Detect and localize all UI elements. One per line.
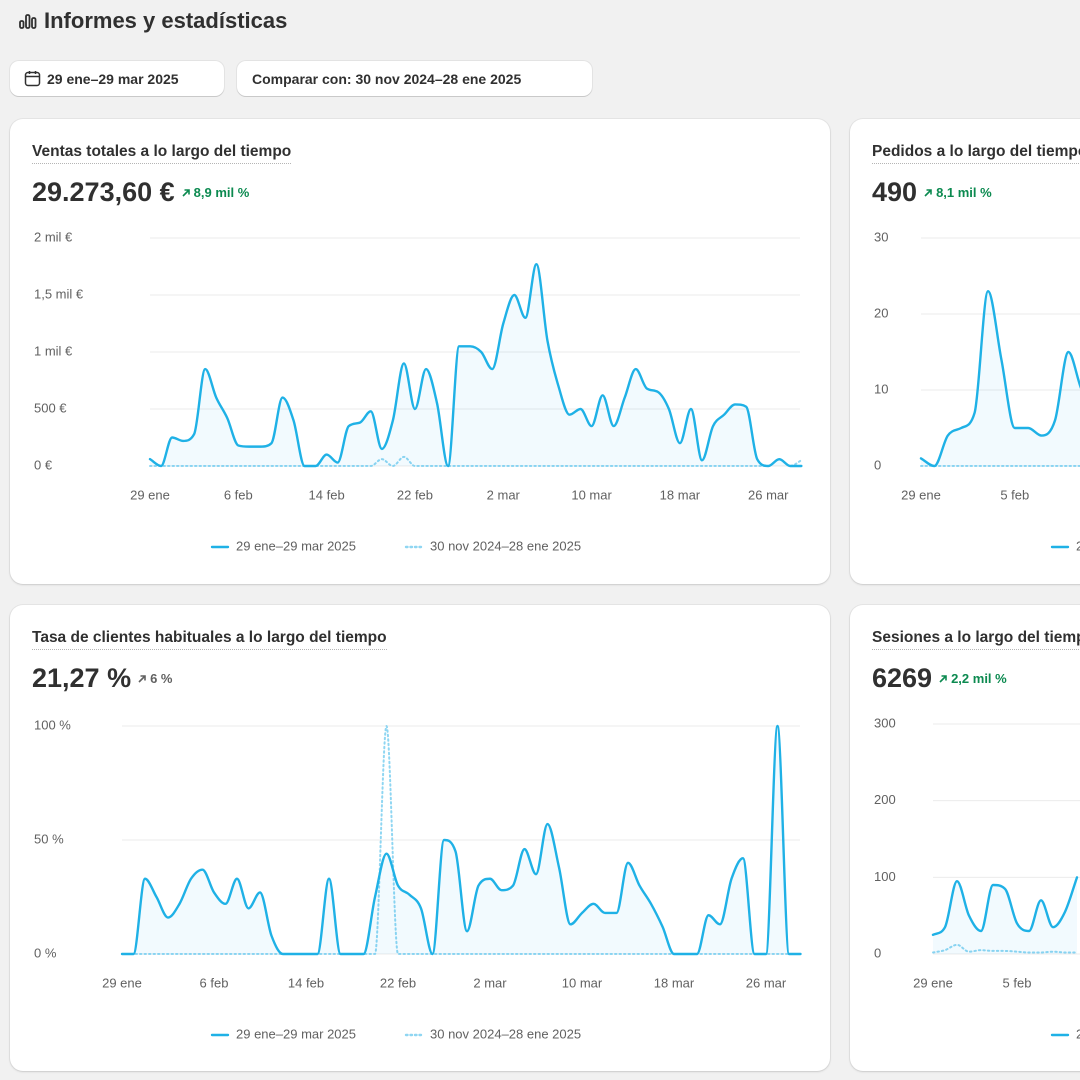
calendar-icon (24, 71, 41, 87)
date-range-button[interactable]: 29 ene–29 mar 2025 (10, 61, 224, 96)
page-title: Informes y estadísticas (44, 8, 288, 33)
y-tick-label: 300 (874, 715, 896, 730)
y-tick-label: 50 % (34, 831, 64, 846)
kpi-row: 21,27 % 6 % (32, 663, 172, 694)
y-tick-label: 30 (874, 229, 888, 244)
series-area (921, 291, 1080, 466)
x-tick-label: 5 feb (1000, 487, 1029, 502)
kpi-change: 6 % (137, 671, 172, 686)
chart-title: Ventas totales a lo largo del tiempo (32, 143, 292, 164)
kpi-change-label: 8,1 mil % (936, 185, 992, 200)
series-area (933, 877, 1077, 954)
kpi-row: 490 8,1 mil % (872, 177, 992, 208)
x-tick-label: 22 feb (380, 975, 416, 990)
x-tick-label: 18 mar (654, 975, 695, 990)
reports-icon (19, 14, 37, 29)
x-tick-label: 26 mar (748, 487, 789, 502)
legend-label: 29 ene–29 mar 2025 (1076, 538, 1080, 553)
y-tick-label: 100 % (34, 717, 71, 732)
y-tick-label: 500 € (34, 400, 67, 415)
x-tick-label: 10 mar (562, 975, 603, 990)
chart-title: Sesiones a lo largo del tiempo (872, 629, 1080, 650)
y-tick-label: 0 € (34, 457, 53, 472)
series-line (148, 263, 803, 468)
x-tick-label: 2 mar (473, 975, 507, 990)
legend-label: 29 ene–29 mar 2025 (1076, 1026, 1080, 1041)
x-tick-label: 14 feb (309, 487, 345, 502)
kpi-change: 2,2 mil % (938, 671, 1007, 686)
trend-arrow (182, 188, 190, 197)
trend-arrow (939, 674, 947, 683)
series-line (120, 724, 802, 956)
kpi-change: 8,1 mil % (923, 185, 992, 200)
x-tick-label: 10 mar (571, 487, 612, 502)
series-line (931, 876, 1079, 937)
kpi-value: 29.273,60 € (32, 177, 175, 207)
x-tick-label: 22 feb (397, 487, 433, 502)
y-tick-label: 200 (874, 792, 896, 807)
chart: 0 % 50 % 100 % 29 ene 6 feb 14 feb 22 feb 2 mar… (34, 717, 802, 1041)
series-area (122, 726, 801, 954)
kpi-value: 6269 (872, 663, 933, 693)
y-tick-label: 10 (874, 381, 888, 396)
x-tick-label: 29 ene (102, 975, 142, 990)
series-line (149, 455, 803, 468)
kpi-value: 21,27 % (32, 663, 132, 693)
kpi-change: 8,9 mil % (181, 185, 250, 200)
y-tick-label: 0 % (34, 945, 57, 960)
legend-label: 29 ene–29 mar 2025 (236, 1026, 356, 1041)
x-tick-label: 29 ene (130, 487, 170, 502)
x-tick-label: 6 feb (224, 487, 253, 502)
x-tick-label: 14 feb (288, 975, 324, 990)
x-tick-label: 26 mar (746, 975, 787, 990)
compare-button[interactable]: Comparar con: 30 nov 2024–28 ene 2025 (237, 61, 592, 96)
trend-arrow-path (924, 188, 932, 197)
chart-title: Tasa de clientes habituales a lo largo d… (32, 629, 387, 650)
y-tick-label: 0 (874, 457, 881, 472)
legend-label: 30 nov 2024–28 ene 2025 (430, 1026, 581, 1041)
chart-title: Pedidos a lo largo del tiempo (872, 143, 1080, 164)
series-line (121, 725, 802, 955)
trend-arrow (138, 674, 146, 683)
legend-label: 29 ene–29 mar 2025 (236, 538, 356, 553)
y-tick-label: 1,5 mil € (34, 286, 84, 301)
x-tick-label: 5 feb (1003, 975, 1032, 990)
kpi-change-label: 2,2 mil % (951, 671, 1007, 686)
page-header: Informes y estadísticas (18, 8, 287, 34)
series-line (919, 290, 1080, 468)
x-tick-label: 29 ene (913, 975, 953, 990)
y-tick-label: 100 (874, 869, 896, 884)
x-tick-label: 6 feb (200, 975, 229, 990)
trend-arrow-path (138, 674, 146, 683)
y-tick-label: 1 mil € (34, 343, 73, 358)
kpi-row: 29.273,60 € 8,9 mil % (32, 177, 249, 208)
trend-arrow-path (182, 188, 190, 197)
y-tick-label: 0 (874, 945, 881, 960)
kpi-value: 490 (872, 177, 918, 207)
series-area (150, 264, 802, 466)
x-tick-label: 2 mar (487, 487, 521, 502)
date-range-label: 29 ene–29 mar 2025 (47, 70, 179, 87)
x-tick-label: 18 mar (660, 487, 701, 502)
y-tick-label: 20 (874, 305, 888, 320)
legend-label: 30 nov 2024–28 ene 2025 (430, 538, 581, 553)
y-tick-label: 2 mil € (34, 229, 73, 244)
trend-arrow-path (939, 674, 947, 683)
x-tick-label: 29 ene (901, 487, 941, 502)
series-line (932, 943, 1078, 954)
kpi-change-label: 6 % (150, 671, 173, 686)
chart: 0 € 500 € 1 mil € 1,5 mil € 2 mil € 29 ene 6 f… (34, 229, 803, 553)
compare-label: Comparar con: 30 nov 2024–28 ene 2025 (252, 70, 522, 87)
kpi-row: 6269 2,2 mil % (872, 663, 1007, 694)
chart-card: 0 € 500 € 1 mil € 1,5 mil € 2 mil € 29 ene 6 f… (10, 119, 830, 584)
kpi-change-label: 8,9 mil % (193, 185, 250, 200)
chart-card: 0 % 50 % 100 % 29 ene 6 feb 14 feb 22 feb 2 mar… (10, 605, 830, 1071)
trend-arrow (924, 188, 932, 197)
